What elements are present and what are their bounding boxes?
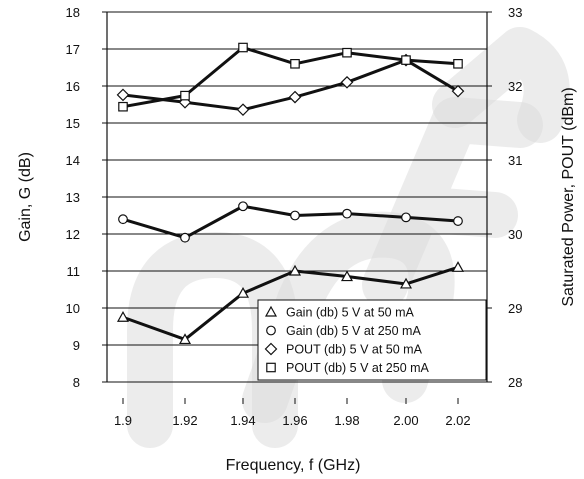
data-point-square <box>118 101 128 112</box>
legend-label: POUT (db) 5 V at 250 mA <box>286 361 430 375</box>
data-point-diamond <box>451 84 465 98</box>
x-tick-label: 2.00 <box>393 413 418 428</box>
x-tick-label: 1.96 <box>282 413 307 428</box>
data-point-square <box>401 55 411 65</box>
right-tick-label: 31 <box>508 153 522 168</box>
data-point-square <box>290 58 300 69</box>
data-point-square <box>342 47 352 58</box>
left-tick-label: 8 <box>73 375 80 390</box>
legend: Gain (db) 5 V at 50 mA Gain (db) 5 V at 2… <box>257 299 487 381</box>
right-axis-ticks: 28 29 30 31 32 33 <box>487 5 522 390</box>
legend-marker-diamond <box>264 342 278 356</box>
right-axis-title: Saturated Power, POUT (dBm) <box>560 87 577 306</box>
legend-label: POUT (db) 5 V at 50 mA <box>286 343 423 357</box>
left-tick-label: 9 <box>73 338 80 353</box>
data-point-diamond <box>340 75 354 89</box>
data-point-circle <box>342 208 352 219</box>
watermark-stroke <box>127 232 298 448</box>
left-axis-ticks: 8 9 10 11 12 13 14 15 16 17 18 <box>66 5 107 390</box>
right-tick-label: 30 <box>508 227 522 242</box>
data-point-circle <box>238 201 248 212</box>
right-tick-label: 33 <box>508 5 522 20</box>
left-tick-label: 13 <box>66 190 80 205</box>
series-group <box>116 42 465 345</box>
left-tick-label: 14 <box>66 153 80 168</box>
right-tick-label: 32 <box>508 79 522 94</box>
data-point-triangle <box>340 270 354 282</box>
x-tick-label: 2.02 <box>445 413 470 428</box>
legend-label: Gain (db) 5 V at 50 mA <box>286 306 415 320</box>
left-tick-label: 11 <box>67 264 81 279</box>
data-point-circle <box>180 232 190 243</box>
data-point-square <box>180 90 190 101</box>
left-tick-label: 16 <box>66 79 80 94</box>
legend-box <box>257 299 487 381</box>
legend-label: Gain (db) 5 V at 250 mA <box>286 324 421 338</box>
watermark-stroke <box>432 27 570 143</box>
data-point-triangle <box>451 261 465 272</box>
legend-marker-circle <box>266 325 276 336</box>
data-point-triangle <box>236 286 250 298</box>
x-axis-ticks: 1.9 1.92 1.94 1.96 1.98 2.00 2.02 <box>114 398 471 428</box>
x-tick-label: 1.9 <box>114 413 132 428</box>
left-tick-label: 12 <box>66 227 80 242</box>
left-tick-label: 10 <box>66 301 80 316</box>
data-point-circle <box>453 216 463 226</box>
data-point-circle <box>401 212 411 223</box>
left-tick-label: 18 <box>66 5 80 20</box>
left-axis-title: Gain, G (dB) <box>17 152 34 242</box>
data-point-square <box>238 42 248 53</box>
left-tick-label: 15 <box>66 116 80 131</box>
data-point-diamond <box>116 88 130 102</box>
data-point-triangle <box>116 311 130 322</box>
legend-marker-triangle <box>264 305 278 317</box>
data-point-circle <box>118 214 128 225</box>
data-point-diamond <box>236 103 250 117</box>
right-tick-label: 29 <box>508 301 522 316</box>
data-point-triangle <box>288 264 302 276</box>
legend-marker-square <box>266 362 276 373</box>
x-tick-label: 1.98 <box>334 413 359 428</box>
data-point-circle <box>290 210 300 221</box>
data-point-square <box>453 58 463 69</box>
data-point-triangle <box>178 333 192 345</box>
x-axis-title: Frequency, f (GHz) <box>226 457 361 474</box>
x-tick-label: 1.92 <box>172 413 197 428</box>
left-tick-label: 17 <box>66 42 80 57</box>
watermark-stroke <box>362 97 543 308</box>
data-point-diamond <box>288 90 302 104</box>
x-tick-label: 1.94 <box>230 413 255 428</box>
data-point-triangle <box>399 277 413 289</box>
gridlines <box>107 11 487 383</box>
right-tick-label: 28 <box>508 375 522 390</box>
